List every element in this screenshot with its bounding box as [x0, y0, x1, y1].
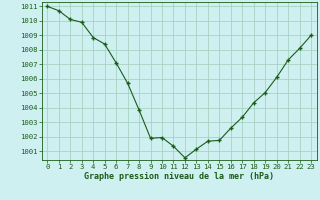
X-axis label: Graphe pression niveau de la mer (hPa): Graphe pression niveau de la mer (hPa)	[84, 172, 274, 181]
